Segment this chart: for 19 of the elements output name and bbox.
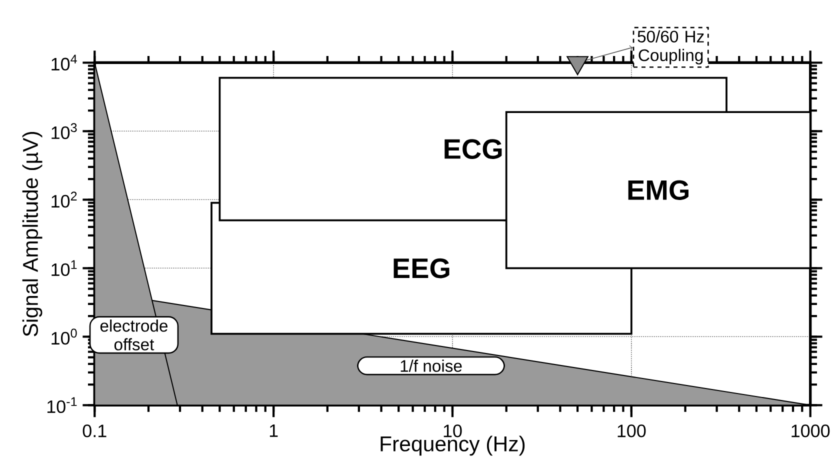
- legend-label: 1/f noise: [400, 359, 462, 372]
- y-tick-label: 10$^{0}$: [52, 328, 77, 344]
- x-tick-label: 1000: [792, 424, 830, 438]
- series-label: EEG: [394, 258, 450, 278]
- y-tick-label: 10$^{-1}$: [47, 397, 77, 413]
- annotation: 50/60 Hz Coupling: [638, 30, 704, 64]
- y-tick-label: 10$^{1}$: [52, 260, 77, 276]
- x-tick-label: 1: [270, 424, 278, 437]
- series-label: EMG: [628, 180, 688, 200]
- x-axis-title: Frequency (Hz): [380, 436, 525, 456]
- x-tick-label: 10: [444, 424, 462, 438]
- x-tick-label: 100: [618, 424, 646, 438]
- series-label: electrode offset: [100, 319, 168, 350]
- y-tick-label: 10$^{4}$: [52, 54, 77, 70]
- y-axis-title: Signal Amplitude (µV): [22, 132, 42, 336]
- y-tick-label: 10$^{2}$: [52, 191, 77, 208]
- x-tick-label: 0.1: [82, 424, 106, 438]
- y-tick-label: 10$^{3}$: [52, 122, 77, 139]
- series-label: ECG: [444, 138, 502, 159]
